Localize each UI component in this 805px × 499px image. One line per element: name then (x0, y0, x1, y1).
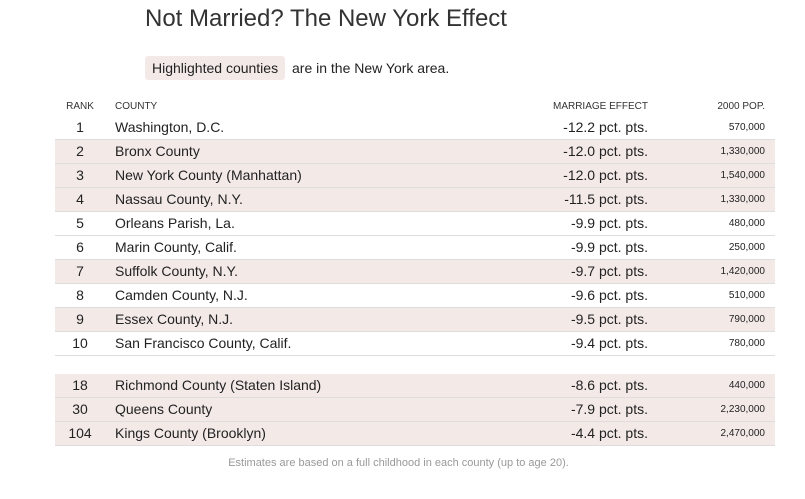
cell-rank: 4 (76, 191, 84, 207)
cell-county: Camden County, N.J. (115, 287, 248, 303)
cell-effect: -9.9 pct. pts. (570, 239, 648, 255)
cell-rank: 8 (76, 287, 84, 303)
cell-effect: -9.6 pct. pts. (570, 287, 648, 303)
table-row: 1 Washington, D.C. -12.2 pct. pts. 570,000 (55, 116, 775, 140)
cell-pop: 440,000 (728, 380, 765, 391)
cell-rank: 9 (76, 311, 84, 327)
cell-rank: 1 (76, 119, 84, 135)
cell-pop: 250,000 (728, 242, 765, 253)
cell-pop: 510,000 (728, 290, 765, 301)
cell-county: Bronx County (115, 143, 200, 159)
cell-pop: 780,000 (728, 338, 765, 349)
cell-rank: 30 (72, 401, 88, 417)
cell-county: Essex County, N.J. (115, 311, 234, 327)
cell-rank: 5 (76, 215, 84, 231)
cell-rank: 6 (76, 239, 84, 255)
cell-county: Richmond County (Staten Island) (115, 377, 322, 393)
table-row: 4 Nassau County, N.Y. -11.5 pct. pts. 1,330… (55, 188, 775, 212)
table-row: 2 Bronx County -12.0 pct. pts. 1,330,000 (55, 140, 775, 164)
cell-rank: 3 (76, 167, 84, 183)
title: Not Married? The New York Effect (145, 5, 507, 32)
cell-rank: 18 (72, 377, 88, 393)
cell-effect: -12.0 pct. pts. (563, 143, 648, 159)
table-row: 5 Orleans Parish, La. -9.9 pct. pts. 480,00… (55, 212, 775, 236)
cell-county: Nassau County, N.Y. (115, 191, 243, 207)
cell-rank: 10 (72, 335, 88, 351)
column-header: COUNTY (115, 101, 158, 112)
cell-pop: 1,540,000 (720, 170, 766, 181)
cell-pop: 2,230,000 (720, 404, 766, 415)
cell-effect: -9.7 pct. pts. (570, 263, 648, 279)
footnote: Estimates are based on a full childhood … (228, 457, 569, 469)
cell-effect: -11.5 pct. pts. (564, 191, 648, 207)
cell-county: Kings County (Brooklyn) (115, 425, 266, 441)
cell-effect: -4.4 pct. pts. (570, 425, 648, 441)
cell-county: Suffolk County, N.Y. (115, 263, 238, 279)
cell-effect: -9.9 pct. pts. (570, 215, 648, 231)
cell-pop: 1,420,000 (720, 266, 766, 277)
cell-county: Orleans Parish, La. (115, 215, 235, 231)
legend-text: are in the New York area. (292, 60, 450, 76)
legend-highlight: Highlighted counties (145, 56, 286, 80)
cell-county: Queens County (115, 401, 213, 417)
cell-effect: -12.2 pct. pts. (563, 119, 648, 135)
table-row: 3 New York County (Manhattan) -12.0 pct. p… (55, 164, 775, 188)
cell-rank: 7 (76, 263, 84, 279)
cell-pop: 480,000 (728, 218, 765, 229)
table-row: 18 Richmond County (Staten Island) -8.6 pc… (55, 374, 775, 398)
table-row: 6 Marin County, Calif. -9.9 pct. pts. 250,0… (55, 236, 775, 260)
cell-pop: 1,330,000 (720, 146, 766, 157)
table-row: 104 Kings County (Brooklyn) -4.4 pct. pts.… (55, 422, 775, 446)
cell-effect: -7.9 pct. pts. (570, 401, 648, 417)
column-header: RANK (66, 101, 94, 112)
cell-rank: 104 (68, 425, 92, 441)
cell-county: San Francisco County, Calif. (115, 335, 292, 351)
cell-county: New York County (Manhattan) (115, 167, 302, 183)
table-row: 8 Camden County, N.J. -9.6 pct. pts. 510,00… (55, 284, 775, 308)
cell-effect: -9.5 pct. pts. (570, 311, 648, 327)
cell-county: Marin County, Calif. (115, 239, 237, 255)
cell-rank: 2 (76, 143, 84, 159)
column-header: MARRIAGE EFFECT (552, 101, 648, 112)
table-row: 30 Queens County -7.9 pct. pts. 2,230,000 (55, 398, 775, 422)
cell-pop: 1,330,000 (720, 194, 766, 205)
cell-effect: -12.0 pct. pts. (563, 167, 648, 183)
cell-county: Washington, D.C. (115, 119, 225, 135)
cell-effect: -9.4 pct. pts. (570, 335, 648, 351)
table-row: 10 San Francisco County, Calif. -9.4 pct. … (55, 332, 775, 356)
cell-pop: 790,000 (728, 314, 765, 325)
cell-effect: -8.6 pct. pts. (570, 377, 648, 393)
table-row: 7 Suffolk County, N.Y. -9.7 pct. pts. 1,420… (55, 260, 775, 284)
cell-pop: 570,000 (728, 122, 765, 133)
table-row: 9 Essex County, N.J. -9.5 pct. pts. 790,000 (55, 308, 775, 332)
cell-pop: 2,470,000 (720, 428, 766, 439)
column-header: 2000 POP. (717, 101, 765, 112)
